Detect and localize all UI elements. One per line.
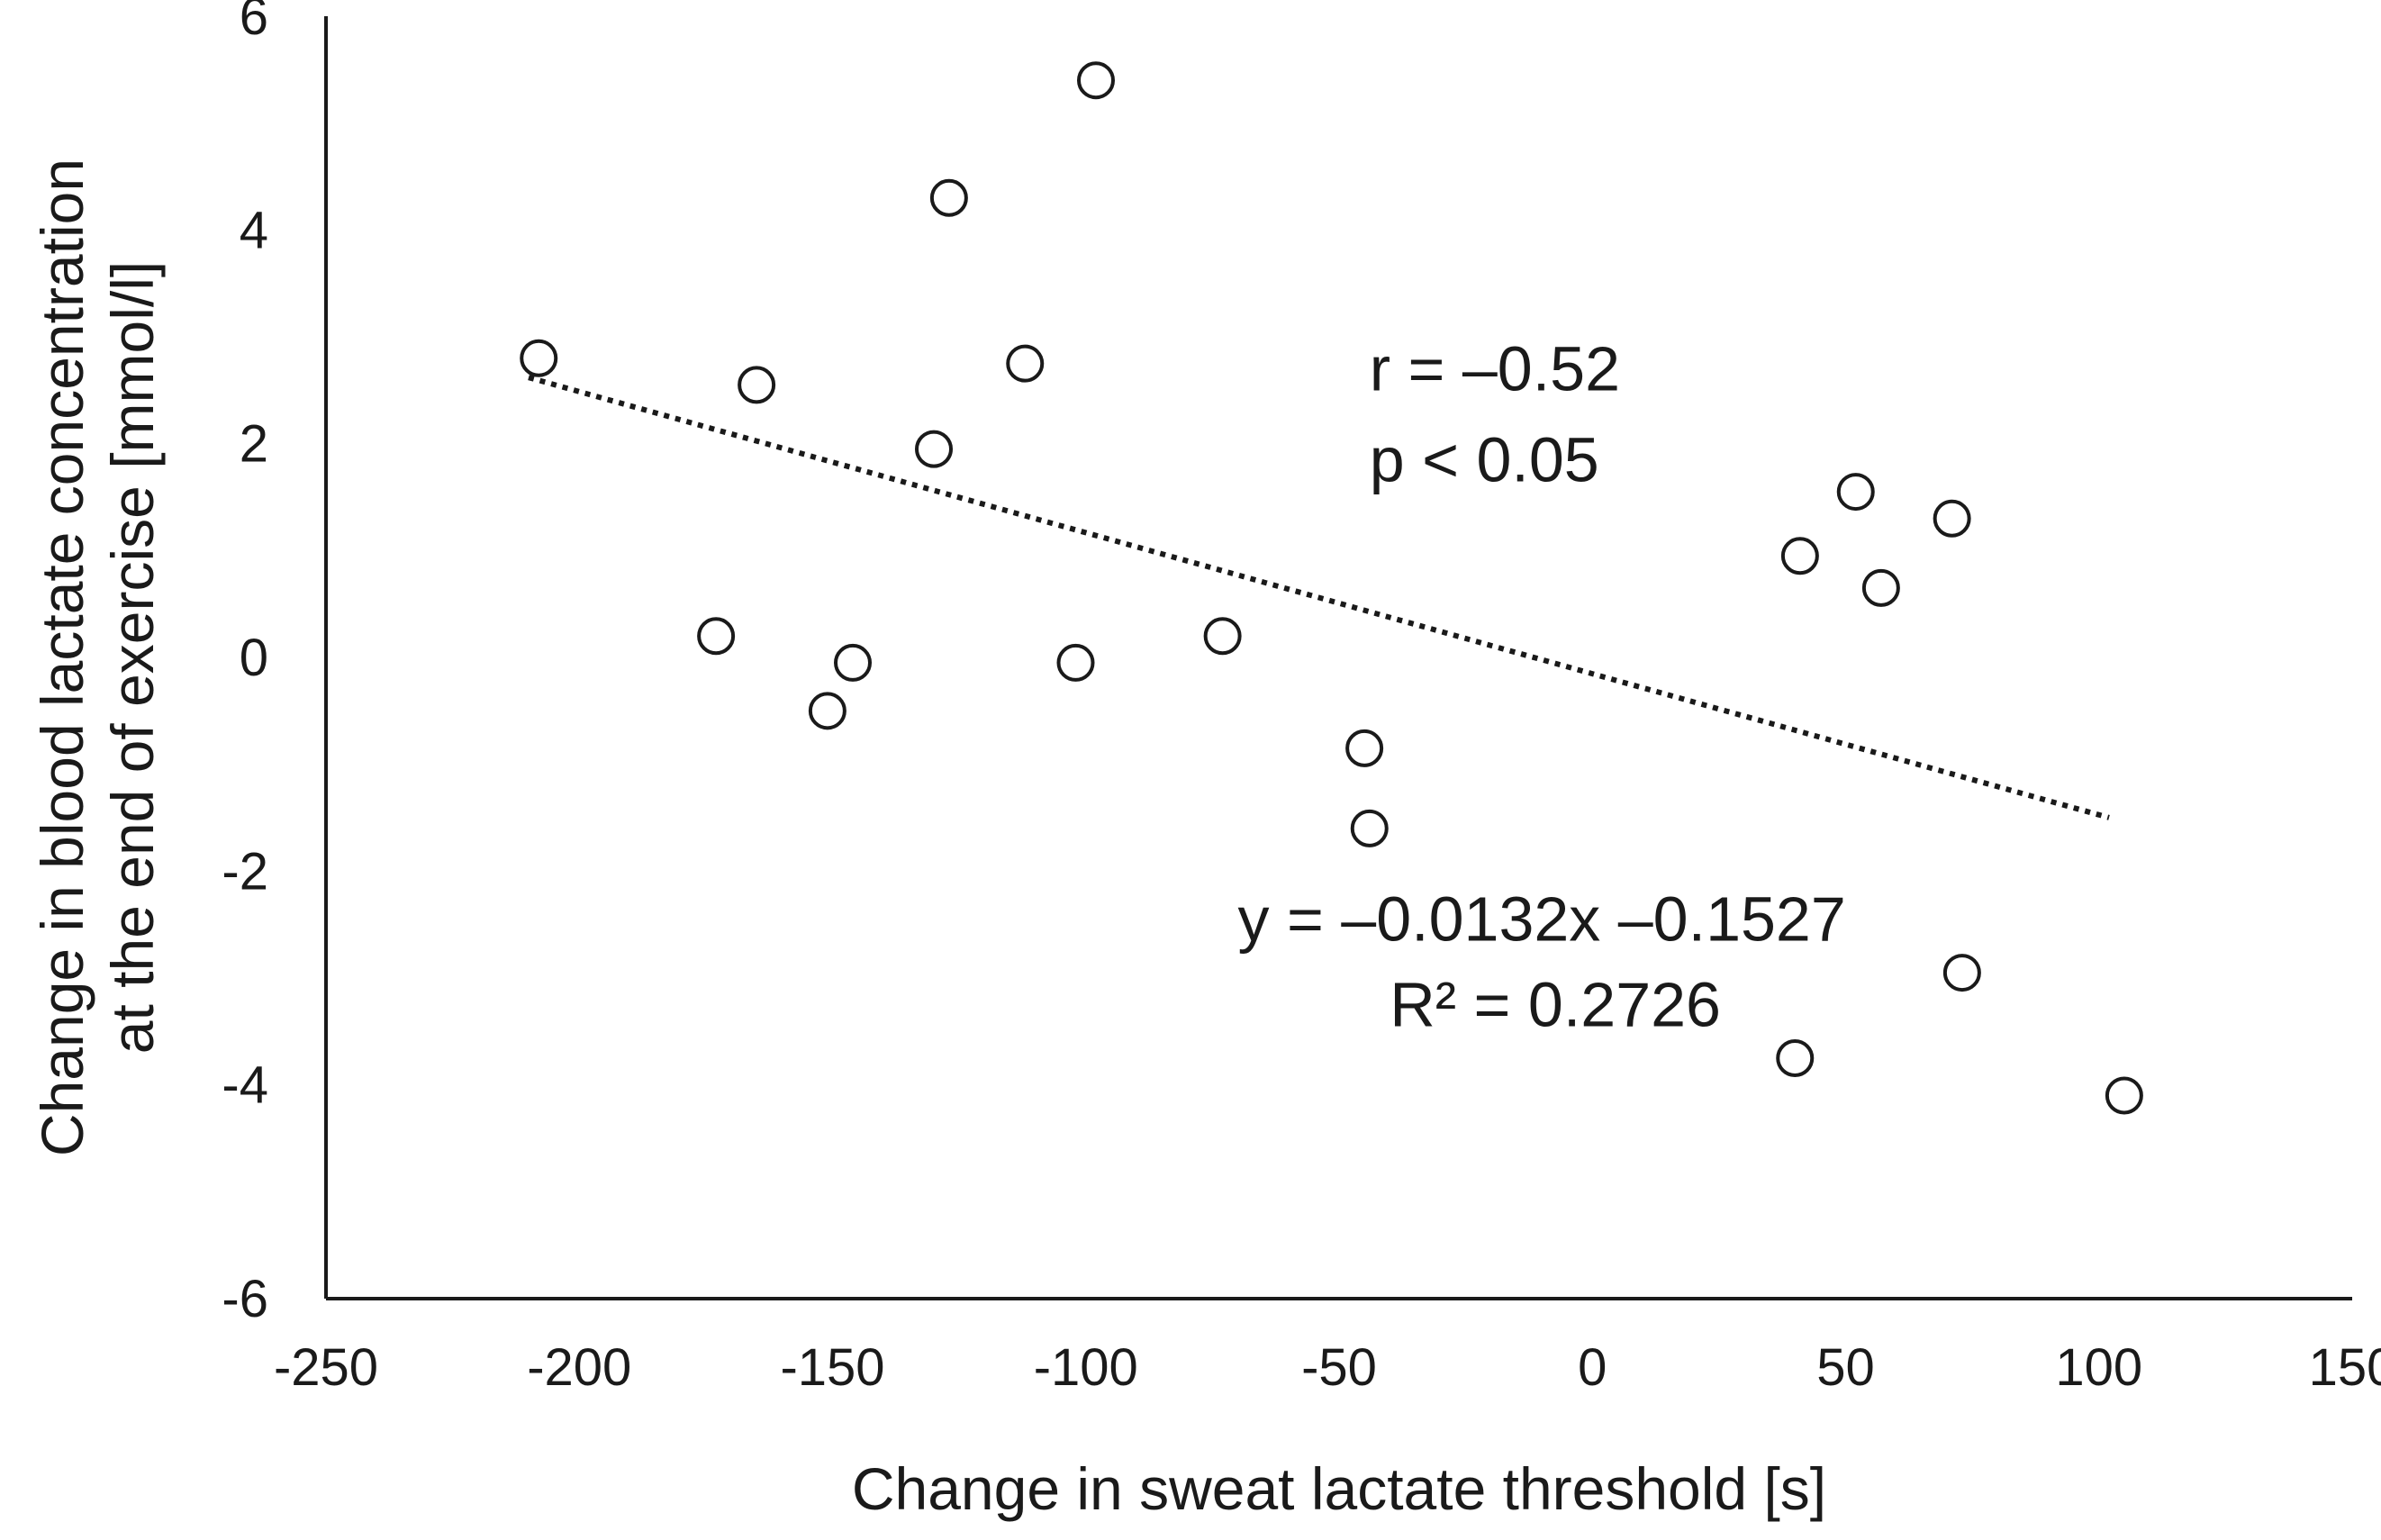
data-point: [1077, 61, 1115, 100]
data-point: [1942, 954, 1981, 992]
trendline-layer: [528, 375, 2110, 820]
x-tick-label: 0: [1578, 1338, 1607, 1397]
y-tick-label: -2: [222, 842, 268, 901]
data-point: [915, 430, 953, 468]
annotation-text: p < 0.05: [1370, 424, 1599, 494]
annotations: r = –0.52 p < 0.05 y = –0.0132x –0.1527 R² …: [1238, 334, 1846, 1040]
data-point: [1933, 499, 1971, 538]
data-point: [520, 339, 558, 377]
x-tick-label: 50: [1816, 1338, 1875, 1397]
trendline: [528, 375, 2110, 820]
plot-area: [324, 16, 2352, 1300]
y-tick-label: -6: [222, 1270, 268, 1328]
x-tick-label: 100: [2055, 1338, 2142, 1397]
data-point: [808, 692, 846, 730]
y-tick-label: 4: [240, 201, 268, 259]
data-point: [697, 617, 736, 656]
y-axis-label-line-1: Change in blood lactate concentration: [29, 159, 95, 1156]
data-point: [1861, 568, 1900, 607]
y-tick-labels: -6 -4 -2 0 2 4 6: [222, 0, 268, 1328]
data-point: [1780, 537, 1819, 575]
data-point: [2105, 1076, 2143, 1115]
x-tick-label: -150: [780, 1338, 884, 1397]
x-tick-label: -200: [527, 1338, 631, 1397]
data-points: [520, 61, 2143, 1115]
y-tick-label: 2: [240, 415, 268, 474]
annotation-text: r = –0.52: [1370, 334, 1620, 404]
x-tick-labels: -250 -200 -150 -100 -50 0 50 100 150: [274, 1338, 2381, 1397]
annotation-text: R² = 0.2726: [1390, 970, 1721, 1040]
data-point: [1350, 809, 1389, 847]
data-point: [1776, 1039, 1815, 1077]
x-tick-label: -100: [1034, 1338, 1138, 1397]
data-point: [1203, 617, 1242, 656]
x-tick-label: -50: [1301, 1338, 1377, 1397]
data-point: [1056, 643, 1095, 682]
x-tick-label: 150: [2309, 1338, 2381, 1397]
x-axis-label: Change in sweat lactate threshold [s]: [852, 1455, 1826, 1522]
data-point: [1345, 729, 1384, 767]
y-axis-label-line-2: at the end of exercise [mmol/l]: [99, 261, 166, 1054]
y-tick-label: 0: [240, 629, 268, 687]
x-tick-label: -250: [274, 1338, 378, 1397]
data-point: [834, 643, 872, 682]
data-point: [1006, 344, 1045, 383]
y-tick-label: -4: [222, 1056, 268, 1115]
annotation-text: y = –0.0132x –0.1527: [1238, 884, 1846, 955]
data-point: [738, 366, 776, 404]
data-point: [1836, 473, 1875, 512]
y-tick-label: 6: [240, 0, 268, 46]
y-axis-label: Change in blood lactate concentration at…: [29, 159, 166, 1156]
data-point: [929, 178, 968, 217]
